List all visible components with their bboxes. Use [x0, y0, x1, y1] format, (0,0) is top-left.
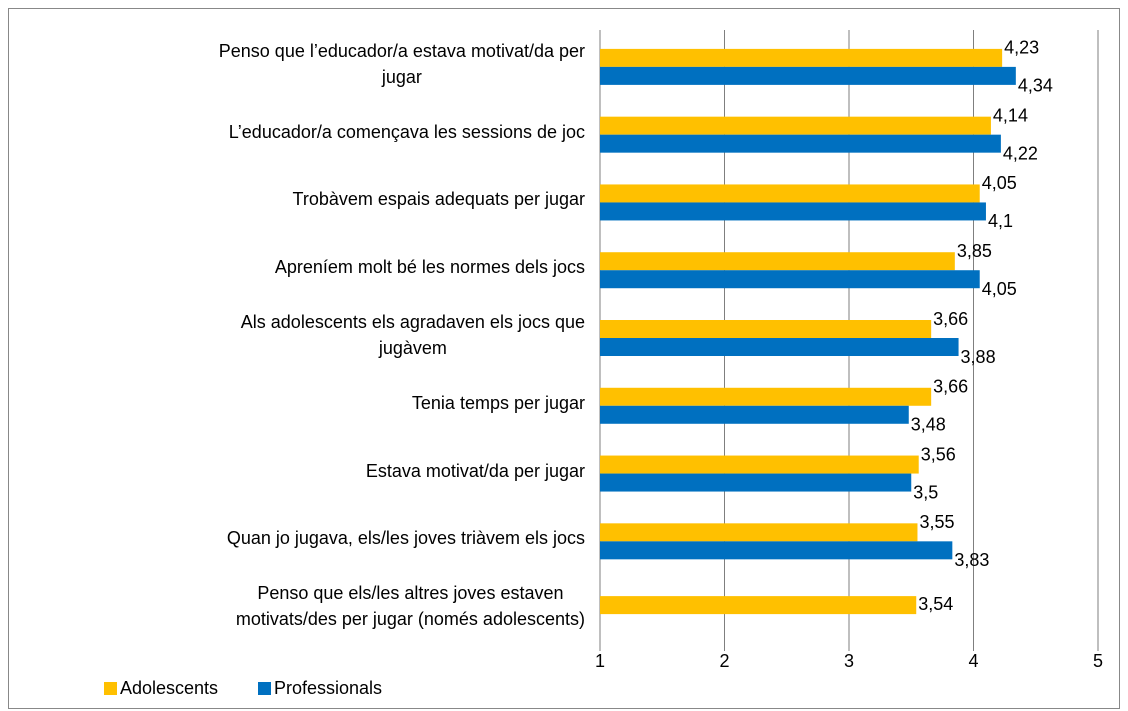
data-label: 4,05	[982, 279, 1017, 299]
category-label: Als adolescents els agradaven els jocs q…	[240, 312, 585, 358]
bar	[600, 252, 955, 271]
data-label: 3,88	[961, 347, 996, 367]
legend-item: Professionals	[258, 678, 382, 699]
category-label: Apreníem molt bé les normes dels jocs	[274, 257, 585, 278]
legend-item: Adolescents	[104, 678, 218, 699]
legend-swatch	[258, 682, 271, 695]
category-label: Penso que els/les altres joves estaven m…	[235, 583, 585, 630]
bar	[600, 455, 919, 474]
bar	[600, 184, 980, 203]
bar	[600, 338, 959, 356]
bar	[600, 596, 917, 615]
data-label: 3,85	[957, 241, 992, 261]
x-tick-label: 4	[968, 651, 978, 671]
data-label: 4,34	[1018, 76, 1053, 96]
data-label: 4,22	[1003, 143, 1038, 163]
bar	[600, 405, 909, 424]
category-label: Trobàvem espais adequats per jugar	[292, 189, 586, 210]
frame	[8, 8, 1120, 709]
bar	[600, 270, 980, 289]
category-label: Tenia temps per jugar	[411, 392, 585, 413]
data-label: 3,54	[918, 594, 953, 614]
x-tick-label: 1	[595, 651, 605, 671]
data-label: 4,1	[988, 211, 1013, 231]
data-label: 4,14	[993, 105, 1028, 125]
legend-label: Adolescents	[120, 678, 219, 698]
bar	[600, 48, 1003, 67]
category-label: Estava motivat/da per jugar	[365, 460, 585, 481]
data-label: 3,5	[913, 482, 938, 502]
legend-swatch	[104, 682, 117, 695]
data-label: 3,66	[933, 309, 968, 329]
bar	[600, 541, 953, 560]
bar	[600, 66, 1016, 85]
data-label: 3,48	[911, 415, 946, 435]
category-label: L’educador/a començava les sessions de j…	[228, 121, 585, 142]
legend-label: Professionals	[274, 678, 383, 698]
bar	[600, 202, 986, 221]
x-tick-label: 5	[1093, 651, 1103, 671]
category-label: Quan jo jugava, els/les joves triàvem el…	[226, 528, 585, 549]
bar	[600, 134, 1001, 153]
bar	[600, 320, 932, 338]
data-label: 3,66	[933, 377, 968, 397]
bar	[600, 116, 991, 135]
data-label: 4,23	[1004, 38, 1039, 58]
bar	[600, 387, 932, 406]
bar	[600, 473, 912, 492]
data-label: 3,56	[921, 444, 956, 464]
x-tick-label: 3	[844, 651, 854, 671]
x-tick-label: 2	[719, 651, 729, 671]
category-label: Penso que l’educador/a estava motivat/da…	[218, 40, 585, 87]
data-label: 3,55	[919, 512, 954, 532]
bar	[600, 523, 918, 542]
data-label: 4,05	[982, 173, 1017, 193]
data-label: 3,83	[954, 550, 989, 570]
